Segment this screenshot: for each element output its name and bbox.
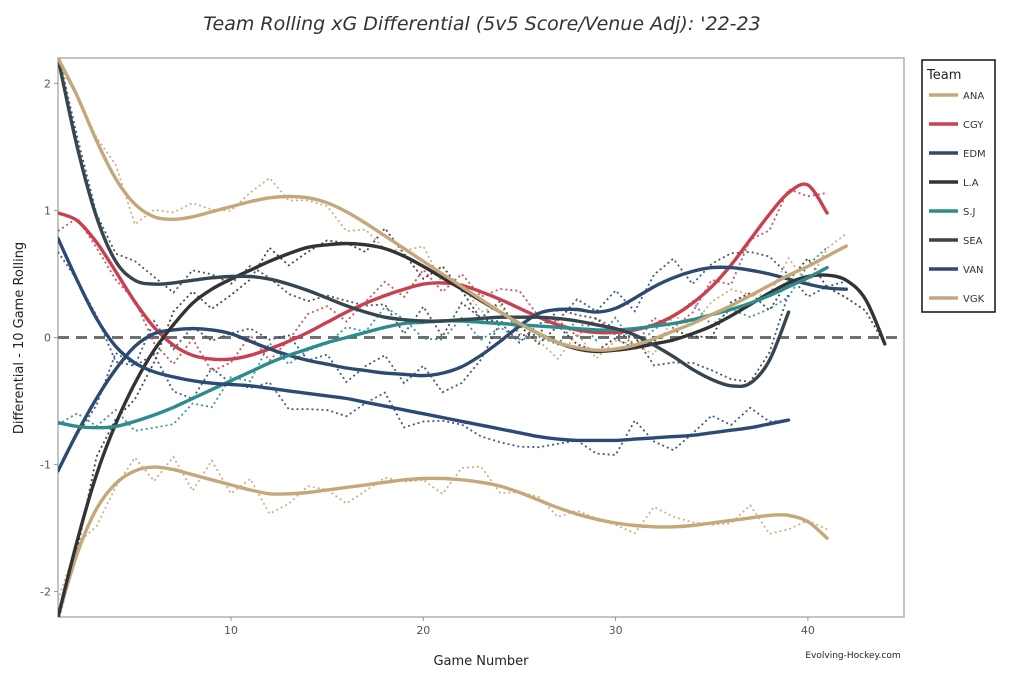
x-tick-label: 30 [609, 624, 623, 637]
series-raw-sj [58, 246, 828, 432]
x-axis-title: Game Number [433, 654, 529, 669]
legend-label: S.J [963, 207, 975, 218]
series-raw-vgk [58, 64, 847, 361]
legend-item-sj[interactable]: S.J [929, 207, 975, 218]
y-tick-label: -2 [40, 586, 51, 599]
legend-item-van[interactable]: VAN [929, 265, 984, 276]
series-line-vgk [58, 58, 848, 352]
legend-item-vgk[interactable]: VGK [929, 294, 985, 305]
x-axis: 10 20 30 40 [224, 617, 815, 637]
legend-title: Team [926, 68, 961, 83]
legend-label: CGY [963, 120, 984, 131]
legend-label: ANA [963, 91, 984, 102]
series-layer [58, 58, 887, 617]
series-line-cgy [58, 182, 829, 362]
series-raw-van [58, 251, 789, 456]
legend-items: ANA CGY EDM L.A S.J SEA VAN VGK [929, 91, 986, 305]
series-line-ana [58, 465, 829, 617]
series-raw-cgy [58, 187, 828, 373]
legend-label: EDM [963, 149, 986, 160]
credit-text: Evolving-Hockey.com [805, 651, 900, 661]
legend: Team ANA CGY EDM L.A S.J SEA VAN VGK [921, 59, 996, 313]
legend-item-ana[interactable]: ANA [929, 91, 984, 102]
y-axis: -2 -1 0 1 2 [40, 77, 58, 599]
y-tick-label: -1 [40, 459, 51, 472]
legend-label: VAN [963, 265, 984, 276]
series-line-edm [58, 265, 848, 473]
y-tick-label: 2 [44, 77, 51, 90]
legend-label: L.A [963, 178, 979, 189]
legend-label: SEA [963, 236, 983, 247]
legend-item-cgy[interactable]: CGY [929, 120, 984, 131]
legend-item-edm[interactable]: EDM [929, 149, 986, 160]
legend-item-la[interactable]: L.A [929, 178, 979, 189]
series-raw-edm [58, 250, 847, 469]
series-line-van [58, 236, 791, 443]
legend-label: VGK [963, 294, 985, 305]
y-tick-label: 1 [44, 204, 51, 217]
legend-item-sea[interactable]: SEA [929, 236, 983, 247]
y-axis-title: Differential - 10 Game Rolling [12, 242, 27, 434]
series-line-sea [58, 58, 791, 389]
x-tick-label: 20 [416, 624, 430, 637]
y-tick-label: 0 [44, 332, 51, 345]
chart-title: Team Rolling xG Differential (5v5 Score/… [203, 13, 760, 35]
x-tick-label: 40 [801, 624, 815, 637]
x-tick-label: 10 [224, 624, 238, 637]
